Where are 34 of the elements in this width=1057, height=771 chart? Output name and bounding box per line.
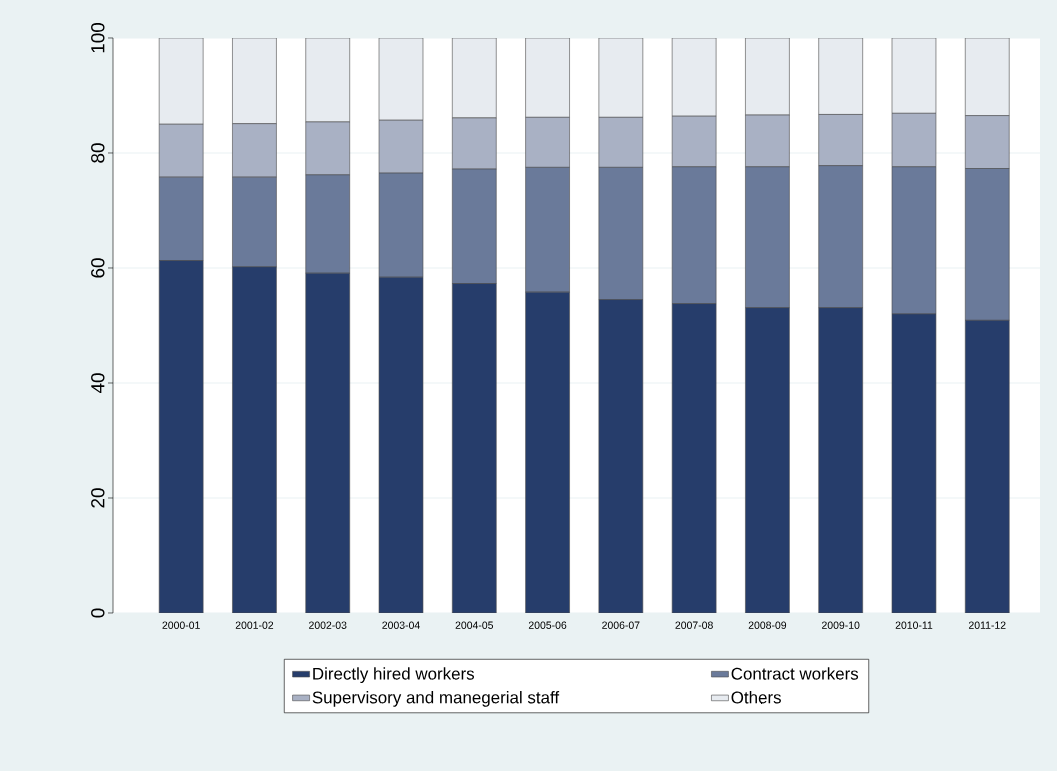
x-tick-label: 2004-05	[455, 621, 494, 629]
x-tick-label: 2009-10	[822, 621, 860, 629]
y-tick-label: 20	[91, 488, 105, 508]
y-tick-label: 0	[91, 608, 105, 618]
bar	[891, 313, 937, 613]
x-tick-label: 2006-07	[602, 621, 640, 629]
bar	[525, 291, 570, 613]
bar	[671, 303, 717, 613]
y-tick-label: 40	[91, 373, 105, 394]
legend-label: Others	[731, 691, 781, 704]
x-tick-label: 2001-02	[235, 621, 274, 629]
x-tick-label: 2002-03	[309, 621, 347, 629]
x-tick-label: 2010-11	[895, 621, 933, 629]
legend-label: Directly hired workers	[313, 667, 475, 684]
bar	[598, 299, 644, 613]
y-tick-label: 100	[91, 22, 105, 53]
x-tick-label: 2007-08	[675, 621, 713, 629]
bar	[745, 307, 790, 613]
bar	[232, 266, 277, 613]
x-tick-label: 2000-01	[162, 621, 200, 629]
y-tick-label: 80	[91, 143, 105, 163]
x-tick-label: 2008-09	[748, 621, 787, 629]
x-tick-label: 2003-04	[382, 621, 420, 629]
legend-label: Supervisory and manegerial staff	[312, 691, 560, 707]
y-tick-label: 60	[91, 258, 105, 278]
x-tick-label: 2005-06	[528, 621, 567, 629]
bar	[305, 272, 351, 613]
bar	[818, 307, 863, 613]
bar	[964, 320, 1010, 613]
bar	[452, 283, 497, 613]
bar	[158, 260, 204, 613]
bar	[379, 277, 423, 613]
legend-label: Contract workers	[731, 667, 859, 680]
x-tick-label: 2011-12	[968, 621, 1006, 629]
